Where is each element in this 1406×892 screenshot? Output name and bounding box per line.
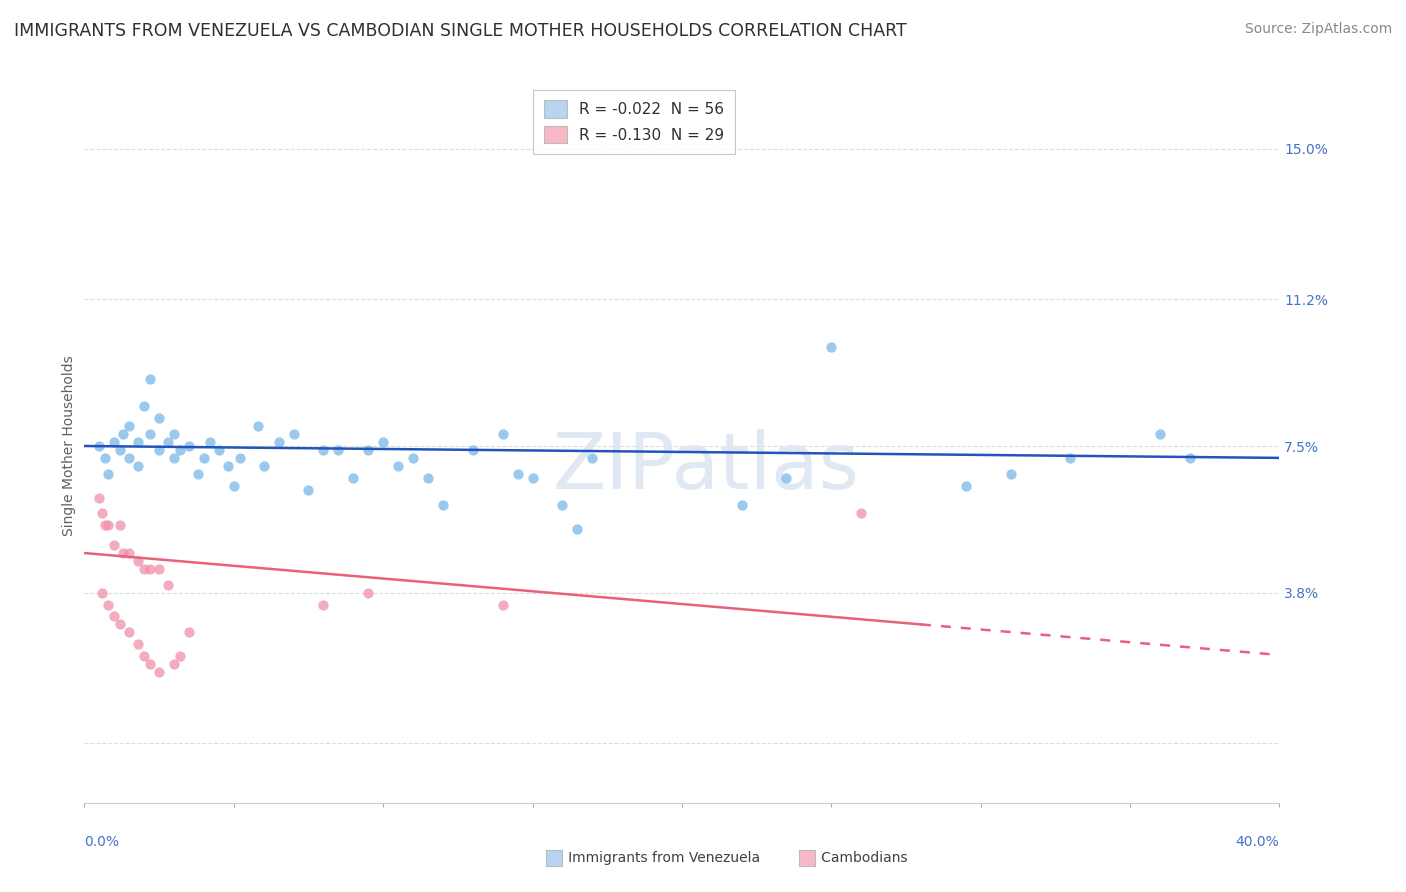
Point bbox=[492, 598, 515, 612]
Point bbox=[127, 458, 149, 473]
Point bbox=[492, 427, 515, 442]
Point bbox=[89, 491, 111, 505]
Legend: R = -0.022  N = 56, R = -0.130  N = 29: R = -0.022 N = 56, R = -0.130 N = 29 bbox=[533, 90, 735, 154]
Point bbox=[132, 649, 156, 664]
Point bbox=[1000, 467, 1022, 481]
Point bbox=[97, 467, 120, 481]
Text: Cambodians: Cambodians bbox=[808, 851, 908, 865]
Point bbox=[820, 340, 842, 354]
Point bbox=[177, 625, 200, 640]
Point bbox=[139, 371, 162, 385]
Point bbox=[283, 427, 305, 442]
Point bbox=[91, 507, 114, 521]
Point bbox=[148, 442, 170, 457]
Point bbox=[118, 450, 141, 465]
Point bbox=[163, 450, 186, 465]
Point bbox=[193, 450, 215, 465]
Point bbox=[127, 637, 149, 651]
Text: ZIPatlas: ZIPatlas bbox=[553, 429, 859, 506]
Point bbox=[955, 478, 977, 492]
Point bbox=[228, 450, 252, 465]
Point bbox=[297, 483, 319, 497]
Point bbox=[851, 507, 873, 521]
Point bbox=[139, 427, 162, 442]
Point bbox=[97, 518, 120, 533]
Point bbox=[97, 598, 120, 612]
Point bbox=[94, 450, 117, 465]
Point bbox=[139, 562, 162, 576]
Point bbox=[208, 442, 231, 457]
Point bbox=[91, 585, 114, 599]
Text: IMMIGRANTS FROM VENEZUELA VS CAMBODIAN SINGLE MOTHER HOUSEHOLDS CORRELATION CHAR: IMMIGRANTS FROM VENEZUELA VS CAMBODIAN S… bbox=[14, 22, 907, 40]
Point bbox=[312, 598, 335, 612]
Point bbox=[416, 471, 439, 485]
Point bbox=[402, 450, 425, 465]
Point bbox=[148, 411, 170, 425]
Point bbox=[148, 665, 170, 679]
Point bbox=[357, 442, 380, 457]
Point bbox=[103, 435, 125, 450]
Point bbox=[506, 467, 529, 481]
Point bbox=[551, 499, 574, 513]
Point bbox=[328, 442, 350, 457]
Point bbox=[103, 609, 125, 624]
Text: Immigrants from Venezuela: Immigrants from Venezuela bbox=[555, 851, 761, 865]
Point bbox=[1149, 427, 1171, 442]
Point bbox=[222, 478, 245, 492]
Point bbox=[110, 442, 132, 457]
Point bbox=[731, 499, 754, 513]
Y-axis label: Single Mother Households: Single Mother Households bbox=[62, 356, 76, 536]
Point bbox=[775, 471, 797, 485]
Point bbox=[157, 578, 180, 592]
Point bbox=[110, 518, 132, 533]
Point bbox=[177, 439, 200, 453]
Point bbox=[127, 554, 149, 568]
Point bbox=[89, 439, 111, 453]
Point bbox=[132, 562, 156, 576]
Point bbox=[169, 442, 191, 457]
Point bbox=[103, 538, 125, 552]
Point bbox=[432, 499, 454, 513]
Point bbox=[110, 617, 132, 632]
Point bbox=[148, 562, 170, 576]
Point bbox=[253, 458, 276, 473]
Point bbox=[118, 625, 141, 640]
Point bbox=[357, 585, 380, 599]
Point bbox=[312, 442, 335, 457]
Point bbox=[118, 546, 141, 560]
Point bbox=[94, 518, 117, 533]
Point bbox=[1059, 450, 1081, 465]
Point bbox=[567, 522, 589, 536]
Point bbox=[267, 435, 290, 450]
Point bbox=[246, 419, 269, 434]
Point bbox=[169, 649, 191, 664]
Point bbox=[387, 458, 409, 473]
Point bbox=[163, 427, 186, 442]
Text: 40.0%: 40.0% bbox=[1236, 835, 1279, 848]
Point bbox=[139, 657, 162, 671]
Point bbox=[217, 458, 239, 473]
Text: 0.0%: 0.0% bbox=[84, 835, 120, 848]
Point bbox=[581, 450, 603, 465]
Text: Source: ZipAtlas.com: Source: ZipAtlas.com bbox=[1244, 22, 1392, 37]
Point bbox=[461, 442, 484, 457]
Point bbox=[132, 400, 156, 414]
Point bbox=[112, 546, 135, 560]
Point bbox=[112, 427, 135, 442]
Point bbox=[118, 419, 141, 434]
Point bbox=[373, 435, 395, 450]
Point bbox=[342, 471, 364, 485]
Point bbox=[1178, 450, 1201, 465]
Point bbox=[187, 467, 209, 481]
Point bbox=[198, 435, 221, 450]
Point bbox=[163, 657, 186, 671]
Point bbox=[127, 435, 149, 450]
Point bbox=[522, 471, 544, 485]
Point bbox=[157, 435, 180, 450]
